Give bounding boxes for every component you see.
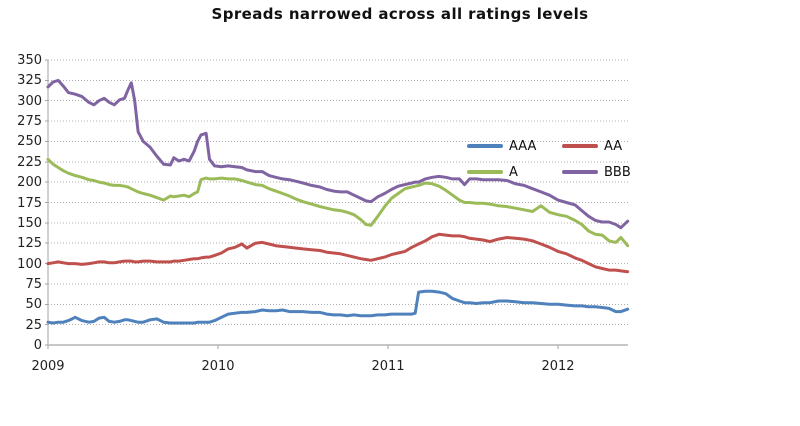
- x-tick-label: 2011: [371, 359, 405, 374]
- y-tick-label: 175: [17, 195, 42, 211]
- legend-item-aaa: AAA: [467, 138, 536, 154]
- y-tick-label: 125: [17, 236, 42, 252]
- legend-label-aaa: AAA: [509, 138, 537, 154]
- y-tick-label: 225: [17, 154, 42, 170]
- series-line-bbb: [46, 78, 630, 230]
- series-line-a: [46, 157, 630, 248]
- x-tick-label: 2010: [201, 359, 235, 374]
- y-tick-label: 275: [17, 114, 42, 130]
- y-tick-label: 250: [17, 134, 42, 150]
- y-tick-label: 350: [17, 53, 42, 68]
- chart-title: Spreads narrowed across all ratings leve…: [211, 5, 589, 23]
- x-tick-label: 2009: [31, 359, 65, 374]
- legend-line-aa-icon: [562, 144, 598, 148]
- legend-line-a-icon: [467, 170, 503, 174]
- y-tick-label: 25: [25, 317, 42, 333]
- legend-line-aaa-icon: [467, 144, 503, 148]
- legend-item-aa: AA: [562, 138, 622, 154]
- y-tick-label: 100: [17, 256, 42, 272]
- legend-label-bbb: BBB: [604, 164, 631, 180]
- y-tick-label: 325: [17, 73, 42, 89]
- legend-line-bbb-icon: [562, 170, 598, 174]
- legend-item-a: A: [467, 164, 518, 180]
- legend-item-bbb: BBB: [562, 164, 631, 180]
- x-tick-label: 2012: [541, 359, 575, 374]
- y-tick-label: 75: [25, 276, 42, 292]
- y-tick-label: 200: [17, 175, 42, 191]
- y-tick-label: 0: [33, 338, 42, 353]
- legend-label-a: A: [509, 164, 518, 180]
- y-tick-label: 50: [25, 297, 42, 313]
- series-line-aa: [46, 232, 630, 274]
- series-line-aaa: [46, 289, 630, 325]
- legend-label-aa: AA: [604, 138, 623, 154]
- y-tick-label: 300: [17, 93, 42, 109]
- y-tick-label: 150: [17, 215, 42, 231]
